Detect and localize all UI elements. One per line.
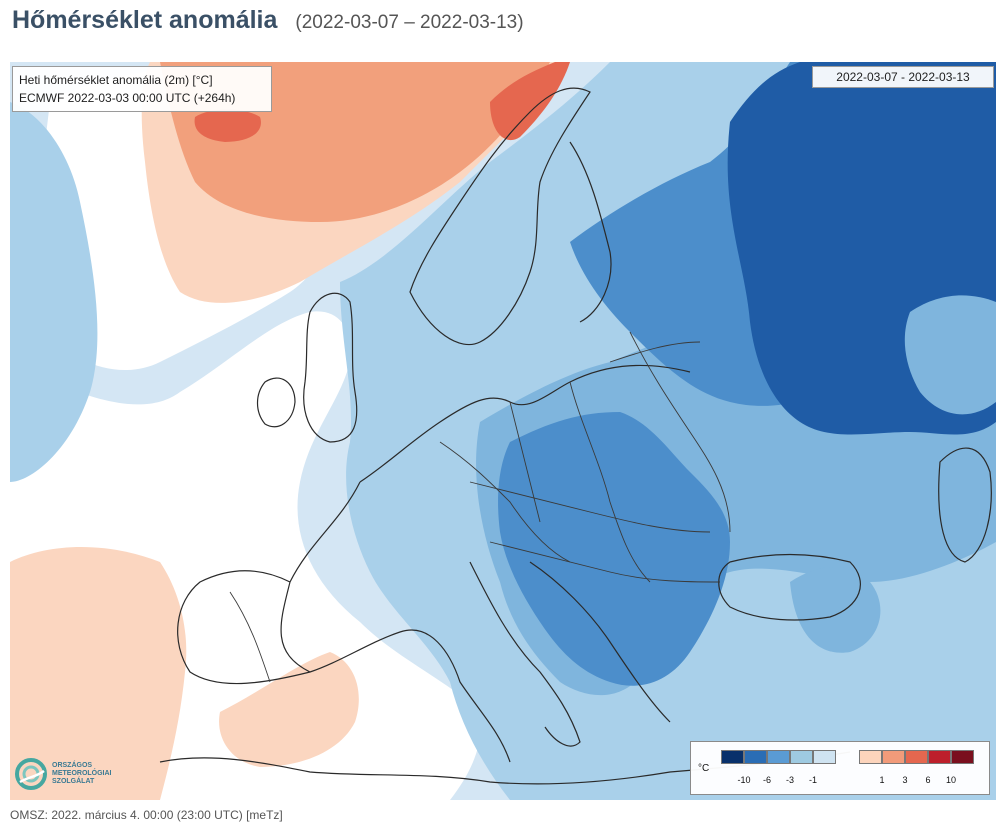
- coast-italy: [469, 561, 581, 747]
- border-3: [569, 381, 651, 583]
- coast-caspian: [938, 447, 992, 563]
- cold-turkey: [790, 567, 881, 653]
- coast-blacksea: [718, 553, 861, 621]
- cold-east-patch: [904, 295, 996, 415]
- legend-swatch-cold: [767, 750, 790, 764]
- atlantic-cold-blob: [10, 102, 98, 482]
- color-legend: °C -10 -6 -3 -1 1 3 6 10: [690, 741, 990, 795]
- border-6: [489, 541, 721, 583]
- legend-tick-label: -1: [808, 775, 818, 785]
- date-label-box: 2022-03-07 - 2022-03-13: [812, 66, 994, 88]
- legend-swatch-warm: [905, 750, 928, 764]
- border-7: [609, 341, 701, 363]
- coast-finland: [569, 141, 612, 323]
- logo-line-3: SZOLGÁLAT: [52, 778, 95, 785]
- warm-spot: [194, 109, 261, 142]
- legend-unit: °C: [698, 763, 710, 774]
- legend-swatch-cold: [813, 750, 836, 764]
- info-model-run: ECMWF 2022-03-03 00:00 UTC (+264h): [19, 91, 236, 105]
- warm-iberia: [10, 547, 187, 800]
- page-title: Hőmérséklet anomália (2022-03-07 – 2022-…: [12, 6, 524, 42]
- info-title: Heti hőmérséklet anomália (2m) [°C]: [19, 73, 213, 87]
- coast-uk: [303, 292, 358, 443]
- legend-swatch-warm: [928, 750, 951, 764]
- border-5: [469, 481, 711, 533]
- legend-tick-label: -3: [785, 775, 795, 785]
- border-8: [229, 591, 271, 683]
- anomaly-map: [10, 62, 996, 800]
- border-2: [509, 401, 541, 523]
- map-canvas: [10, 62, 996, 800]
- title-main: Hőmérséklet anomália: [12, 6, 278, 34]
- legend-swatch-cold: [790, 750, 813, 764]
- border-4: [629, 331, 731, 533]
- cold-strong: [498, 412, 730, 686]
- legend-swatch-warm: [859, 750, 882, 764]
- date-label: 2022-03-07 - 2022-03-13: [836, 70, 970, 84]
- forecast-info-box: Heti hőmérséklet anomália (2m) [°C] ECMW…: [12, 66, 272, 112]
- legend-swatch-cold: [744, 750, 767, 764]
- warm-scandi-coast: [490, 62, 570, 141]
- omsz-logo-icon: [14, 757, 48, 791]
- coast-ireland: [256, 377, 296, 428]
- legend-tick-label: 10: [945, 775, 957, 785]
- legend-tick-label: 6: [925, 775, 931, 785]
- legend-tick-label: 3: [902, 775, 908, 785]
- legend-swatch-cold: [721, 750, 744, 764]
- logo-text: ORSZÁGOS METEOROLÓGIAI SZOLGÁLAT: [52, 762, 112, 786]
- legend-tick-label: -6: [762, 775, 772, 785]
- legend-tick-label: 1: [879, 775, 885, 785]
- warm-mediterranean: [219, 652, 359, 767]
- border-1: [439, 441, 571, 563]
- logo-line-2: METEOROLÓGIAI: [52, 770, 112, 777]
- omsz-logo: ORSZÁGOS METEOROLÓGIAI SZOLGÁLAT: [14, 752, 132, 796]
- coast-balkans: [529, 561, 671, 723]
- legend-tick-label: -10: [737, 775, 751, 785]
- legend-swatch-warm: [951, 750, 974, 764]
- borders: [229, 331, 731, 683]
- legend-swatch-warm: [882, 750, 905, 764]
- footer-text: OMSZ: 2022. március 4. 00:00 (23:00 UTC)…: [10, 808, 283, 822]
- logo-line-1: ORSZÁGOS: [52, 762, 93, 769]
- coast-scandinavia: [409, 87, 591, 346]
- title-date-range: (2022-03-07 – 2022-03-13): [295, 12, 524, 33]
